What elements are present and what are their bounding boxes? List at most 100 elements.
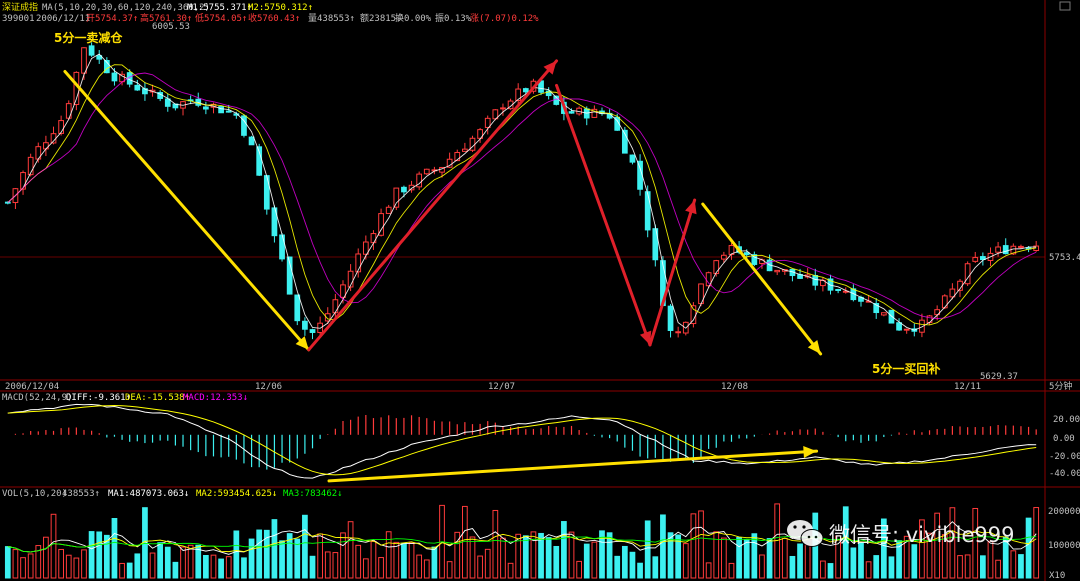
candle-body [340, 284, 346, 298]
volume-bar [195, 544, 202, 579]
volume-bar [469, 536, 476, 579]
volume-bar [766, 538, 773, 579]
volume-bar [103, 534, 110, 579]
candle-body [949, 288, 956, 298]
volume-bar [728, 562, 735, 579]
volume-bar [522, 535, 529, 579]
candle-body [423, 168, 430, 175]
volume-bar [865, 561, 872, 579]
ma-label: MA(5,10,20,30,60,120,240,360,2) [42, 3, 210, 13]
volume-bar [241, 557, 247, 579]
arrow-red-line [648, 198, 697, 347]
volume-bar [995, 559, 1001, 579]
arrow-red-head [543, 60, 557, 75]
close-value: 收5760.43↑ [248, 12, 300, 24]
candle-body [964, 263, 971, 285]
volume-bar [606, 532, 613, 579]
candle-body [675, 331, 682, 334]
volume-bar [713, 531, 720, 579]
vol-tick-100000: 100000 [1048, 541, 1080, 551]
candle-body [225, 110, 232, 113]
volume-bar [324, 551, 331, 579]
volume-bar [385, 531, 392, 579]
volume-bar [553, 545, 560, 579]
volume-bar [302, 514, 308, 579]
candlestick-series [4, 42, 1040, 340]
volume-bar [721, 537, 727, 579]
macd-tick-neg40: -40.00 [1049, 469, 1080, 479]
volume-bar [111, 518, 118, 579]
volume-bar [370, 540, 377, 579]
volume-bar [614, 555, 621, 579]
macd-tick-neg20: -20.00 [1049, 452, 1080, 462]
volume-bar [172, 561, 179, 579]
volume-bar [317, 533, 323, 579]
volume-value: 量438553↑ [308, 13, 355, 24]
volume-bar [332, 552, 339, 579]
volume-bar [286, 533, 293, 579]
volume-bar [675, 534, 682, 579]
volume-bar [972, 507, 979, 579]
arrow-yellow-head [295, 336, 309, 350]
candle-body [972, 257, 979, 262]
volume-bar [500, 537, 506, 579]
bar-date: 2006/12/11 [36, 14, 90, 24]
volume-bar [934, 512, 941, 579]
volume-bar [987, 540, 994, 579]
arrow-red-head [639, 330, 652, 345]
volume-bar [941, 534, 948, 579]
amount-value: 额23815↓ [360, 12, 402, 24]
volume-bar [621, 545, 628, 579]
candle-body [500, 107, 506, 110]
arrow-yellow-head [807, 339, 821, 354]
volume-bar [903, 535, 910, 579]
volume-bar [88, 531, 95, 579]
candle-body [751, 254, 758, 265]
candle-body [408, 184, 415, 191]
amplitude-value: 振0.13% [435, 12, 472, 24]
arrow-red-line [307, 59, 559, 352]
moving-average-lines [7, 53, 1037, 331]
candle-body [58, 120, 64, 134]
volume-bar [309, 555, 316, 579]
buy-annotation: 5分一买回补 [872, 361, 940, 376]
arrow-red-line [555, 83, 652, 347]
volume-bar [530, 531, 537, 579]
volume-bar [431, 546, 438, 579]
volume-bar [294, 538, 301, 579]
macd-series [7, 403, 1037, 479]
volume-bar [751, 533, 758, 579]
candle-body [263, 175, 270, 210]
volume-bar [492, 509, 499, 579]
arrow-yellow-line [701, 202, 823, 356]
m2-value: M2:5750.312↑ [248, 3, 313, 13]
window-control-icon[interactable] [1059, 1, 1071, 11]
volume-bar [576, 560, 582, 579]
volume-bar [660, 514, 666, 579]
candle-body [667, 305, 674, 331]
candle-body [111, 72, 118, 82]
volume-bar [842, 506, 849, 579]
volume-bar [820, 560, 826, 579]
volume-bar [1033, 507, 1040, 579]
arrow-yellow-line [327, 449, 819, 483]
volume-bar [911, 544, 918, 579]
volume-bar [454, 531, 461, 579]
macd-header: MACD(52,24,9) [2, 393, 72, 403]
low-value: 低5754.05↑ [195, 12, 247, 24]
volume-bar [644, 520, 651, 579]
volume-series [4, 503, 1040, 579]
volume-bar [880, 518, 887, 579]
volume-bar [637, 562, 643, 579]
volume-bar [682, 543, 689, 579]
period-label[interactable]: 5分钟 [1049, 380, 1072, 392]
macd-diff: DIFF:-9.361↑ [66, 393, 131, 403]
volume-bar [568, 531, 575, 579]
ma-line-3 [7, 72, 1037, 320]
volume-bar [423, 559, 430, 579]
volume-bar [835, 535, 841, 579]
volume-bar [355, 544, 362, 579]
volume-bar [233, 530, 240, 579]
volume-bar [1018, 554, 1024, 579]
